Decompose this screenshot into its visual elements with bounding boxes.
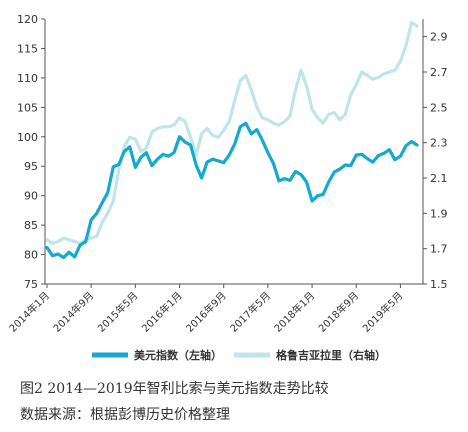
left-tick-label: 120 bbox=[17, 13, 38, 26]
x-tick-label: 2016年9月 bbox=[183, 289, 229, 335]
x-tick-label: 2014年9月 bbox=[50, 289, 96, 335]
series-line-peso bbox=[45, 20, 419, 245]
left-tick-label: 90 bbox=[24, 190, 38, 203]
legend: 美元指数（左轴） 格鲁吉亚拉里（右轴） bbox=[92, 348, 386, 362]
left-axis-ticks: 75 80 85 90 95 100 105 110 115 120 bbox=[17, 13, 45, 291]
figure-caption: 图2 2014—2019年智利比索与美元指数走势比较 bbox=[20, 381, 329, 397]
left-tick-label: 110 bbox=[17, 72, 38, 85]
left-tick-label: 85 bbox=[24, 219, 38, 232]
x-tick-label: 2018年1月 bbox=[271, 289, 317, 335]
series-line-usd-index bbox=[45, 121, 419, 260]
chart: 75 80 85 90 95 100 105 110 115 120 1.5 1.7 1.9 2.1 2.… bbox=[6, 13, 448, 362]
right-tick-label: 2.9 bbox=[430, 31, 448, 44]
right-tick-label: 1.5 bbox=[430, 278, 448, 291]
series-lines bbox=[45, 20, 419, 260]
x-axis-ticks: 2014年1月 2014年9月 2015年5月 2016年1月 2016年9月 2017年… bbox=[6, 284, 406, 335]
x-tick-label: 2014年1月 bbox=[6, 289, 52, 335]
right-tick-label: 2.1 bbox=[430, 172, 448, 185]
x-tick-label: 2015年5月 bbox=[95, 289, 141, 335]
x-tick-label: 2019年5月 bbox=[360, 289, 406, 335]
left-tick-label: 80 bbox=[24, 249, 38, 262]
legend-label-usd-index: 美元指数（左轴） bbox=[134, 348, 222, 362]
right-tick-label: 2.5 bbox=[430, 101, 448, 114]
right-axis-ticks: 1.5 1.7 1.9 2.1 2.3 2.5 2.7 2.9 bbox=[423, 31, 448, 291]
right-tick-label: 1.9 bbox=[430, 207, 448, 220]
left-tick-label: 105 bbox=[17, 101, 38, 114]
right-tick-label: 2.7 bbox=[430, 66, 448, 79]
source-caption: 数据来源：根据彭博历史价格整理 bbox=[20, 407, 230, 423]
left-tick-label: 95 bbox=[24, 160, 38, 173]
right-tick-label: 2.3 bbox=[430, 137, 448, 150]
left-tick-label: 115 bbox=[17, 42, 38, 55]
right-tick-label: 1.7 bbox=[430, 243, 448, 256]
left-tick-label: 100 bbox=[17, 131, 38, 144]
legend-label-peso: 格鲁吉亚拉里（右轴） bbox=[276, 348, 386, 362]
x-tick-label: 2017年5月 bbox=[227, 289, 273, 335]
x-tick-label: 2016年1月 bbox=[139, 289, 185, 335]
left-tick-label: 75 bbox=[24, 278, 38, 291]
x-tick-label: 2018年9月 bbox=[316, 289, 362, 335]
